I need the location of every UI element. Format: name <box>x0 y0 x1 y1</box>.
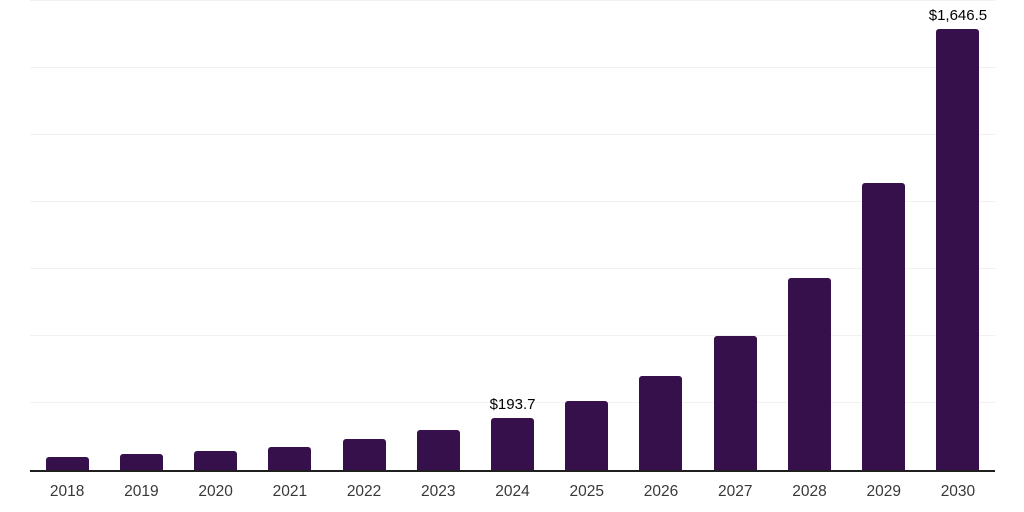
bar-slot-2022 <box>327 1 401 470</box>
bar-slot-2030: $1,646.5 <box>921 1 995 470</box>
bar-2022 <box>342 438 386 470</box>
bar-2030 <box>936 28 980 470</box>
x-tick-label-2020: 2020 <box>198 483 233 500</box>
bar-slot-2020 <box>178 1 252 470</box>
x-tick-label-2024: 2024 <box>495 483 530 500</box>
bar-slot-2026 <box>624 1 698 470</box>
bar-slot-2025 <box>550 1 624 470</box>
bar-slot-2027 <box>698 1 772 470</box>
bar-slot-2018 <box>30 1 104 470</box>
bar-2029 <box>862 183 906 470</box>
x-tick-label-2018: 2018 <box>49 483 85 500</box>
x-tick-label-2029: 2029 <box>866 483 901 500</box>
bar-2024 <box>491 418 535 470</box>
bar-slot-2021 <box>253 1 327 470</box>
x-tick-label-2028: 2028 <box>792 483 827 500</box>
bar-2018 <box>45 456 89 470</box>
bars: $193.7 $1,646.5 <box>30 1 995 470</box>
plot-area: $193.7 $1,646.5 <box>30 0 995 472</box>
bar-2026 <box>639 375 683 470</box>
value-label-2030: $1,646.5 <box>928 6 988 24</box>
bar-2020 <box>194 451 238 470</box>
gridlines <box>30 0 995 470</box>
bar-2021 <box>268 447 312 470</box>
gridline <box>30 268 995 269</box>
gridline <box>30 134 995 135</box>
bar-2023 <box>416 430 460 470</box>
bar-slot-2023 <box>401 1 475 470</box>
x-tick-label-2026: 2026 <box>643 483 679 500</box>
bar-2028 <box>787 278 831 470</box>
x-tick-label-2025: 2025 <box>569 483 604 500</box>
x-tick-label-2021: 2021 <box>272 483 308 500</box>
value-label-2024: $193.7 <box>489 396 536 414</box>
bar-2027 <box>713 336 757 470</box>
x-tick-label-2019: 2019 <box>124 483 159 500</box>
gridline <box>30 335 995 336</box>
gridline <box>30 0 995 1</box>
x-tick-label-2023: 2023 <box>421 483 456 500</box>
x-tick-label-2027: 2027 <box>717 483 753 500</box>
bar-slot-2024: $193.7 <box>475 1 549 470</box>
bar-2025 <box>565 401 609 470</box>
gridline <box>30 201 995 202</box>
x-tick-label-2030: 2030 <box>940 483 976 500</box>
gridline <box>30 402 995 403</box>
x-tick-label-2022: 2022 <box>346 483 382 500</box>
x-axis-labels: 2018 2019 2020 2021 2022 2023 2024 2025 2026 2027… <box>30 483 995 502</box>
bar-2019 <box>119 454 163 470</box>
bar-slot-2028 <box>772 1 846 470</box>
bar-slot-2029 <box>847 1 921 470</box>
gridline <box>30 67 995 68</box>
bar-slot-2019 <box>104 1 178 470</box>
